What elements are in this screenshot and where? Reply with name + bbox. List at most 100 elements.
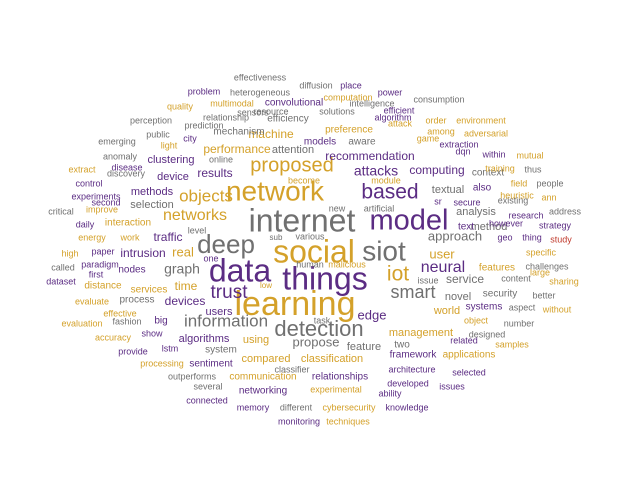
word-malicious: malicious (328, 259, 366, 269)
word-relationship: relationship (203, 112, 249, 122)
word-extract: extract (68, 164, 96, 174)
word-traffic: traffic (153, 230, 182, 244)
word-relationships: relationships (312, 372, 368, 383)
word-sharing: sharing (549, 276, 579, 286)
word-thus: thus (524, 164, 542, 174)
word-experiments: experiments (71, 191, 121, 201)
word-data: data (209, 252, 271, 288)
word-dataset: dataset (46, 276, 76, 286)
word-emerging: emerging (98, 136, 136, 146)
word-clustering: clustering (147, 154, 194, 166)
word-task: task (314, 315, 331, 325)
word-detection: detection (274, 316, 363, 341)
word-resource: resource (253, 106, 288, 116)
word-approach: approach (428, 228, 482, 243)
word-become: become (288, 175, 320, 185)
word-framework: framework (390, 350, 438, 361)
word-smart: smart (391, 282, 436, 302)
word-graph: graph (164, 261, 200, 277)
word-sub: sub (270, 233, 283, 242)
word-classification: classification (301, 353, 363, 365)
word-real: real (172, 244, 194, 259)
word-show: show (141, 328, 163, 338)
word-sentiment: sentiment (189, 359, 233, 370)
word-knowledge: knowledge (385, 402, 428, 412)
word-algorithm: algorithm (374, 112, 411, 122)
word-issue: issue (417, 275, 438, 285)
word-security: security (483, 289, 517, 300)
word-multimodal: multimodal (210, 98, 254, 108)
word-context: context (472, 168, 504, 179)
word-level: level (188, 225, 207, 235)
word-paper: paper (91, 246, 114, 256)
word-two: two (394, 340, 410, 351)
word-game: game (417, 133, 440, 143)
word-evaluate: evaluate (75, 296, 109, 306)
word-effectiveness: effectiveness (234, 72, 287, 82)
word-related: related (450, 335, 478, 345)
word-ability: ability (378, 388, 402, 398)
word-compared: compared (242, 353, 291, 365)
word-attack: attack (388, 118, 413, 128)
word-anomaly: anomaly (103, 151, 138, 161)
word-discovery: discovery (107, 168, 146, 178)
word-improve: improve (86, 204, 118, 214)
word-process: process (119, 295, 154, 306)
word-analysis: analysis (456, 206, 496, 218)
word-time: time (175, 279, 198, 293)
word-trust: trust (211, 282, 249, 303)
word-cybersecurity: cybersecurity (322, 402, 376, 412)
word-attention: attention (272, 144, 314, 156)
word-preference: preference (325, 125, 373, 136)
word-big: big (154, 316, 167, 327)
word-power: power (378, 87, 403, 97)
word-however: however (489, 218, 523, 228)
word-management: management (389, 327, 453, 339)
word-convolutional: convolutional (265, 98, 323, 109)
word-without: without (542, 304, 572, 314)
word-experimental: experimental (310, 384, 362, 394)
word-siot: siot (362, 235, 406, 266)
word-problem: problem (188, 86, 221, 96)
word-intrusion: intrusion (120, 246, 165, 260)
word-online: online (209, 154, 233, 164)
word-world: world (433, 305, 460, 317)
word-public: public (146, 129, 170, 139)
word-device: device (157, 171, 189, 183)
word-intelligence: intelligence (349, 98, 394, 108)
word-environment: environment (456, 115, 506, 125)
word-edge: edge (358, 307, 387, 322)
word-existing: existing (498, 195, 529, 205)
word-heterogeneous: heterogeneous (230, 87, 291, 97)
word-strategy: strategy (539, 220, 572, 230)
word-computing: computing (409, 163, 464, 177)
word-place: place (340, 80, 362, 90)
word-heuristic: heuristic (500, 190, 534, 200)
word-several: several (193, 381, 222, 391)
word-large: large (530, 267, 550, 277)
word-better: better (532, 290, 555, 300)
word-models: models (304, 137, 336, 148)
word-attacks: attacks (354, 163, 398, 179)
word-evaluation: evaluation (61, 318, 102, 328)
word-among: among (427, 126, 455, 136)
word-high: high (61, 248, 78, 258)
word-secure: secure (453, 197, 480, 207)
word-new: new (329, 203, 346, 213)
word-people: people (536, 178, 563, 188)
word-energy: energy (78, 232, 106, 242)
word-ann: ann (541, 192, 556, 202)
word-outperforms: outperforms (168, 371, 217, 381)
word-city: city (183, 133, 197, 143)
word-service: service (446, 272, 484, 286)
word-control: control (75, 178, 102, 188)
word-memory: memory (237, 402, 270, 412)
word-efficiency: efficiency (267, 114, 309, 125)
word-research: research (508, 210, 543, 220)
word-developed: developed (387, 378, 429, 388)
word-selected: selected (452, 367, 486, 377)
word-human: human (296, 259, 324, 269)
word-efficient: efficient (384, 105, 415, 115)
word-dqn: dqn (455, 146, 470, 156)
